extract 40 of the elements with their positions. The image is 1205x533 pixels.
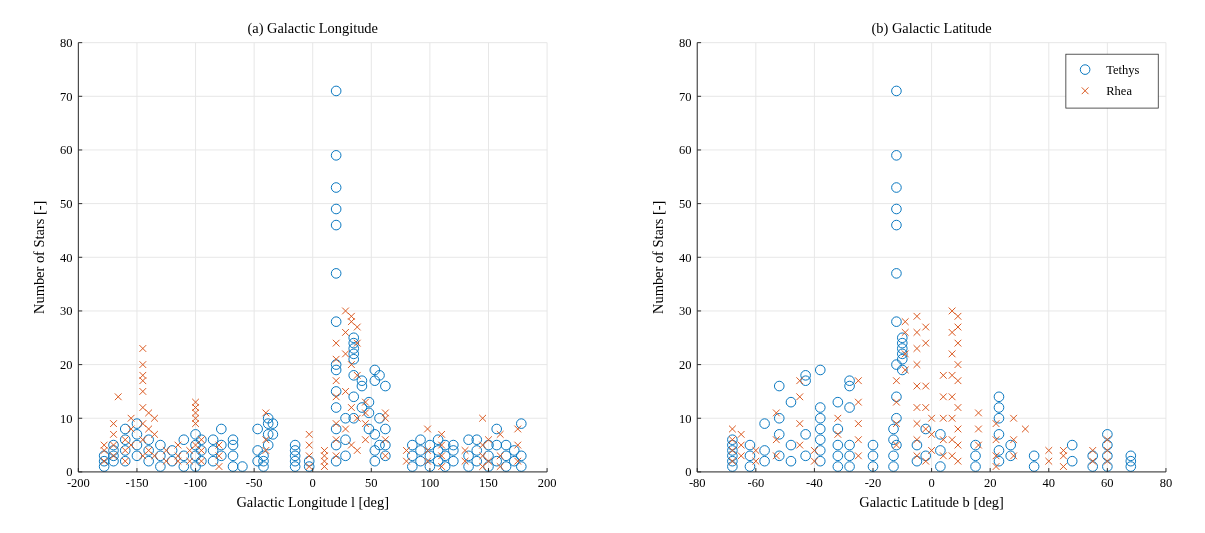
x-tick-label: 0 bbox=[928, 476, 935, 491]
y-tick-label: 10 bbox=[678, 411, 692, 426]
x-axis-title: Galactic Latitude b [deg] bbox=[859, 493, 1004, 510]
x-tick-label: -60 bbox=[747, 476, 765, 491]
x-tick-label: 0 bbox=[309, 476, 316, 491]
x-tick-label: 100 bbox=[420, 476, 440, 491]
chart-title: (b) Galactic Latitude bbox=[871, 20, 992, 38]
y-tick-label: 30 bbox=[678, 304, 692, 319]
y-tick-label: 70 bbox=[678, 89, 692, 104]
x-tick-label: -50 bbox=[245, 476, 263, 491]
x-tick-label: 150 bbox=[479, 476, 498, 491]
x-tick-label: -40 bbox=[806, 476, 823, 491]
x-tick-label: 200 bbox=[537, 476, 557, 491]
x-tick-label: -150 bbox=[125, 476, 149, 491]
y-tick-label: 80 bbox=[60, 36, 73, 51]
x-tick-label: 80 bbox=[1159, 476, 1173, 491]
y-tick-label: 70 bbox=[60, 89, 73, 104]
y-tick-label: 80 bbox=[678, 36, 692, 51]
y-axis-title: Number of Stars [-] bbox=[649, 200, 666, 314]
x-tick-label: 50 bbox=[365, 476, 378, 491]
x-tick-label: -20 bbox=[864, 476, 882, 491]
y-tick-label: 20 bbox=[678, 357, 692, 372]
x-tick-label: 60 bbox=[1101, 476, 1114, 491]
legend-label: Tethys bbox=[1106, 62, 1140, 77]
y-tick-label: 30 bbox=[60, 304, 73, 319]
y-tick-label: 20 bbox=[60, 357, 73, 372]
legend-label: Rhea bbox=[1106, 84, 1133, 99]
x-tick-label: 20 bbox=[983, 476, 997, 491]
y-tick-label: 50 bbox=[60, 197, 73, 211]
y-tick-label: 60 bbox=[678, 143, 692, 158]
chart-title: (a) Galactic Longitude bbox=[247, 20, 378, 38]
x-axis-title: Galactic Longitude l [deg] bbox=[236, 493, 390, 510]
x-tick-label: -100 bbox=[184, 476, 207, 491]
y-tick-label: 40 bbox=[60, 250, 73, 265]
y-tick-label: 10 bbox=[60, 411, 73, 426]
y-tick-label: 60 bbox=[60, 143, 73, 158]
y-tick-label: 50 bbox=[678, 197, 692, 211]
y-axis-title: Number of Stars [-] bbox=[30, 200, 47, 314]
y-tick-label: 40 bbox=[678, 250, 692, 265]
x-tick-label: 40 bbox=[1042, 476, 1056, 491]
